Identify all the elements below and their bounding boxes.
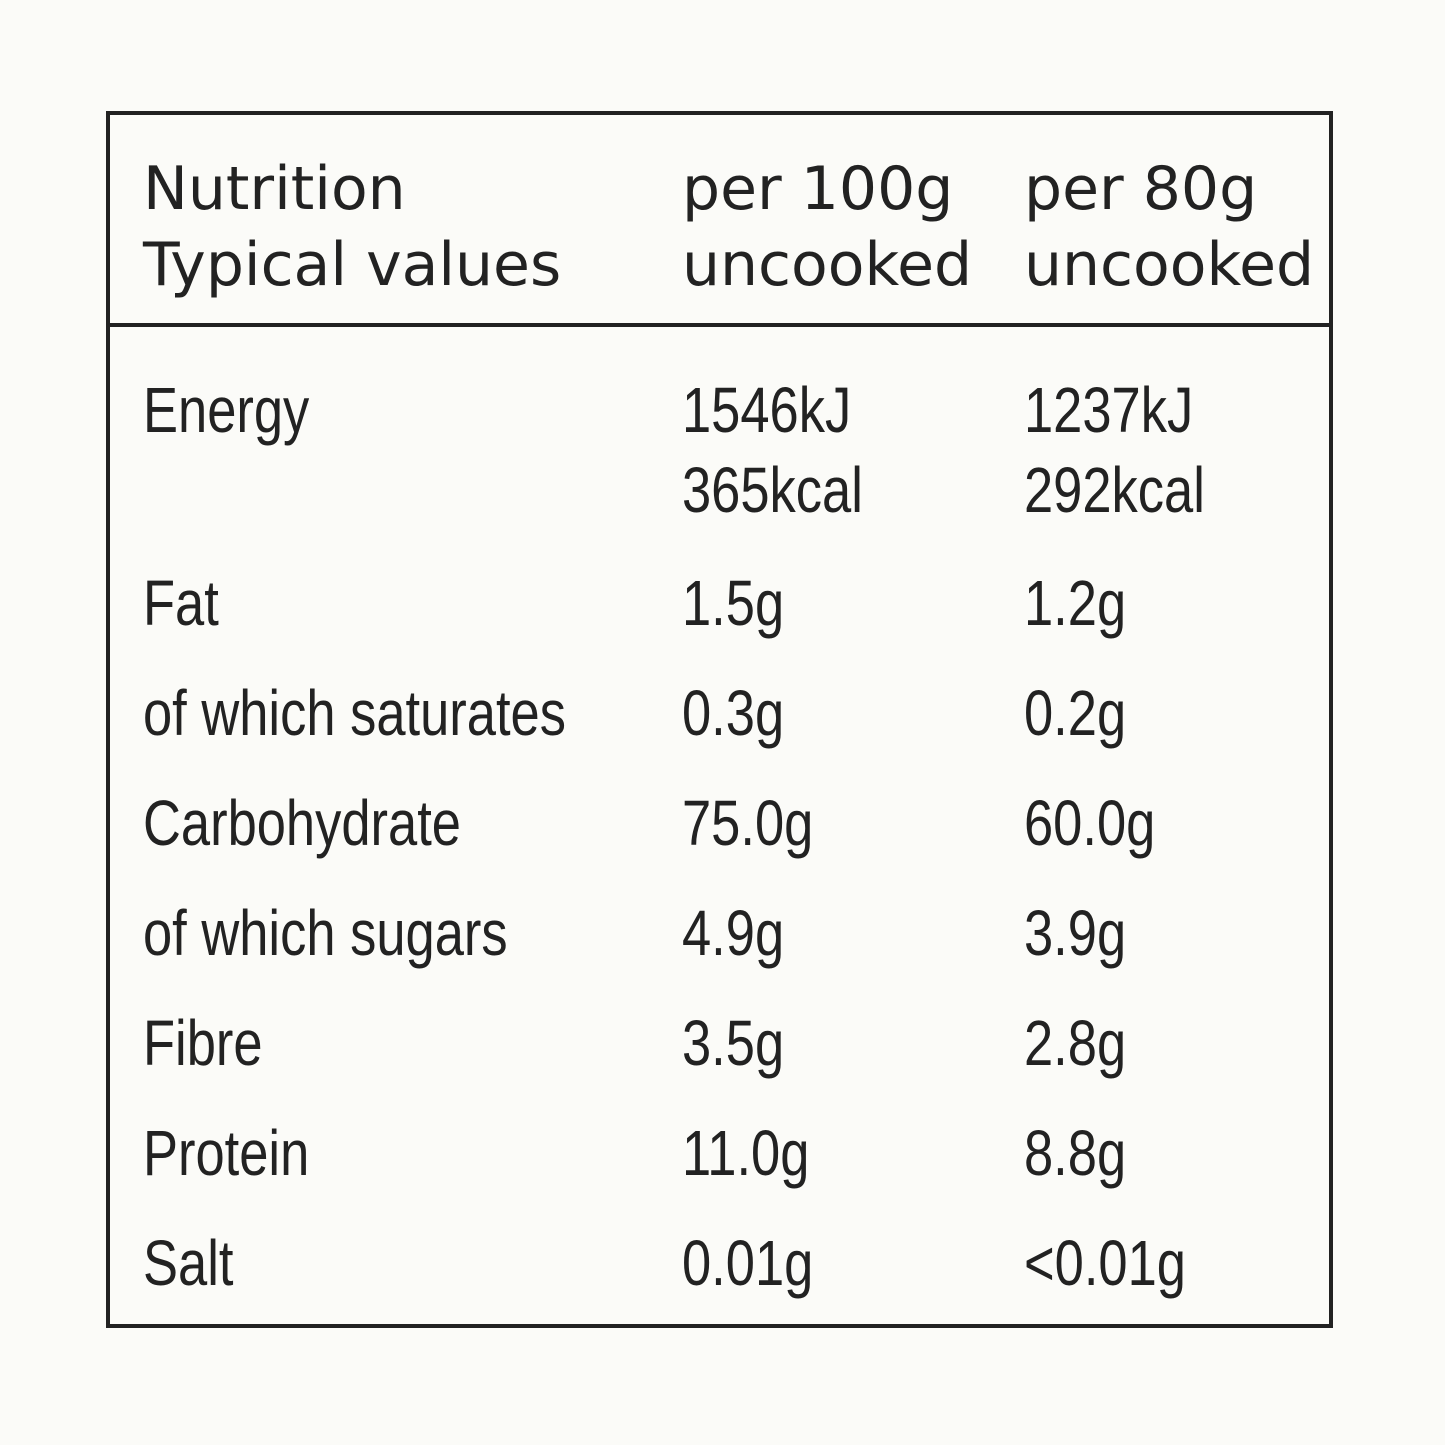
row-label-carbohydrate: Carbohydrate [143, 787, 461, 859]
row-value-sugars-per100: 4.9g [682, 897, 785, 969]
row-value-sugars-per80: 3.9g [1024, 897, 1127, 969]
row-value-protein-per100: 11.0g [682, 1117, 810, 1189]
row-label-salt: Salt [143, 1227, 234, 1299]
row-value-saturates-per100: 0.3g [682, 677, 785, 749]
row-value-salt-per100: 0.01g [682, 1227, 814, 1299]
table-header: Nutrition Typical values per 100g uncook… [110, 115, 1329, 327]
row-value-fibre-per80: 2.8g [1024, 1007, 1127, 1079]
row-label-sugars: of which sugars [143, 897, 508, 969]
row-label-fibre: Fibre [143, 1007, 263, 1079]
row-label-energy: Energy [143, 374, 310, 446]
header-per-80g: per 80g uncooked [1024, 154, 1315, 300]
row-value-energy-per100: 1546kJ 365kcal [682, 374, 863, 526]
row-label-saturates: of which saturates [143, 677, 566, 749]
row-value-carbohydrate-per100: 75.0g [682, 787, 814, 859]
row-value-energy-per80: 1237kJ 292kcal [1024, 374, 1205, 526]
row-label-protein: Protein [143, 1117, 310, 1189]
header-per-100g: per 100g uncooked [682, 154, 973, 300]
row-value-fat-per100: 1.5g [682, 567, 785, 639]
row-label-fat: Fat [143, 567, 219, 639]
nutrition-table: Nutrition Typical values per 100g uncook… [106, 111, 1333, 1328]
header-nutrition: Nutrition Typical values [143, 154, 562, 300]
row-value-protein-per80: 8.8g [1024, 1117, 1127, 1189]
row-value-fibre-per100: 3.5g [682, 1007, 785, 1079]
row-value-fat-per80: 1.2g [1024, 567, 1127, 639]
row-value-carbohydrate-per80: 60.0g [1024, 787, 1156, 859]
row-value-salt-per80: <0.01g [1024, 1227, 1186, 1299]
row-value-saturates-per80: 0.2g [1024, 677, 1127, 749]
